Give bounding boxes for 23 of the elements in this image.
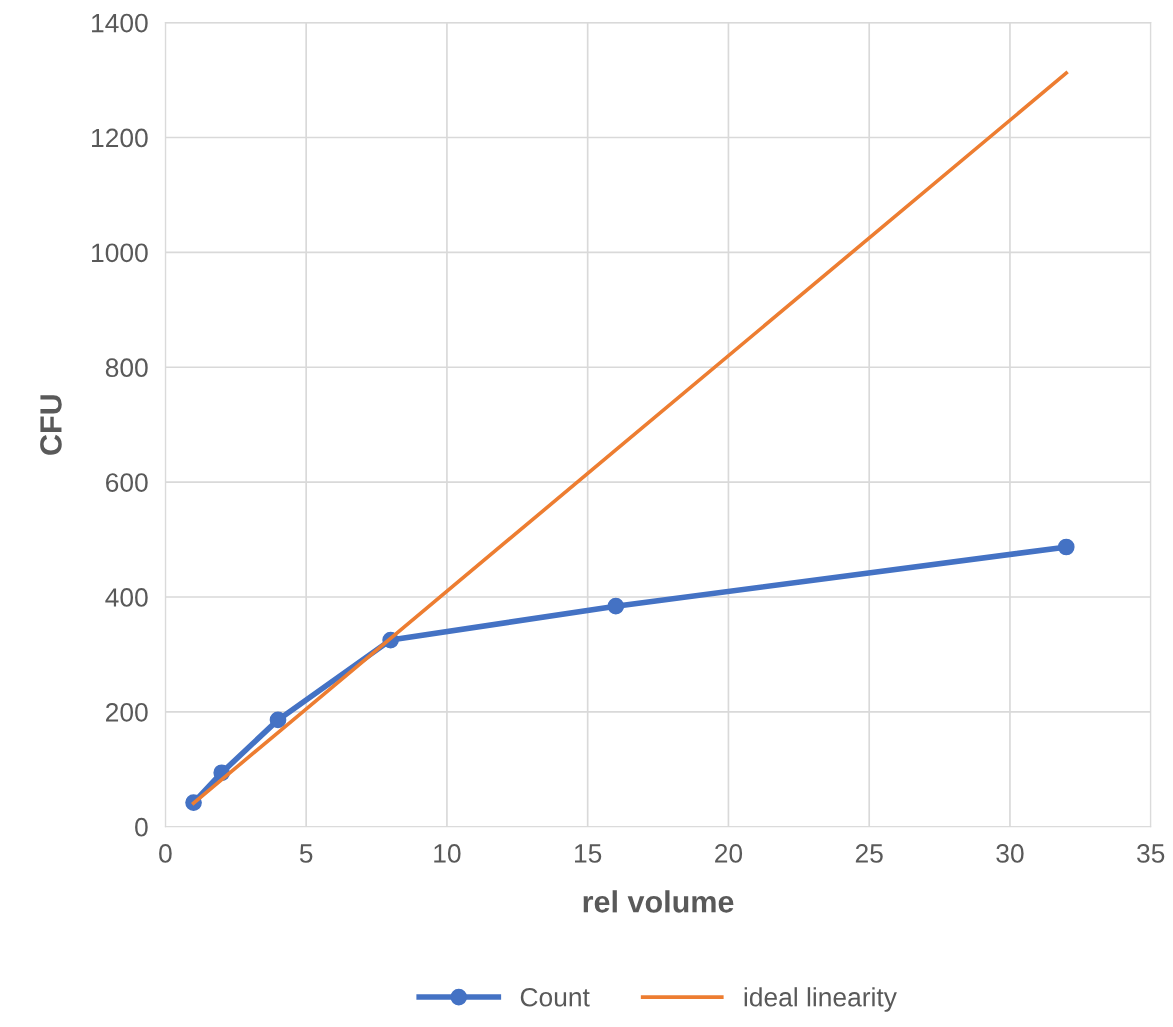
y-tick-label: 600	[106, 473, 148, 492]
y-tick-label: 1000	[92, 243, 148, 263]
x-tick-label: 30	[996, 844, 1024, 863]
legend-label: ideal linearity	[744, 987, 897, 1012]
x-tick-label: 20	[715, 844, 743, 863]
y-tick-label: 1200	[92, 128, 148, 148]
y-axis-title: CFU	[40, 395, 62, 455]
point	[1057, 538, 1075, 556]
y-tick-label: 200	[106, 702, 148, 722]
x-tick-label: 25	[855, 844, 883, 863]
point	[269, 711, 287, 729]
x-axis-title: rel volume	[583, 890, 734, 913]
x-tick-label: 10	[434, 844, 461, 863]
x-tick-label: 35	[1137, 844, 1165, 863]
x-tick-label: 15	[575, 844, 602, 863]
legend-label: Count	[520, 987, 590, 1007]
x-tick-label: 5	[299, 844, 313, 863]
x-tick-label: 0	[159, 844, 172, 863]
y-tick-label: 0	[135, 817, 148, 837]
y-tick-label: 400	[105, 588, 148, 607]
y-tick-label: 800	[105, 358, 148, 378]
y-tick-label: 1400	[92, 13, 148, 33]
point	[607, 597, 625, 615]
